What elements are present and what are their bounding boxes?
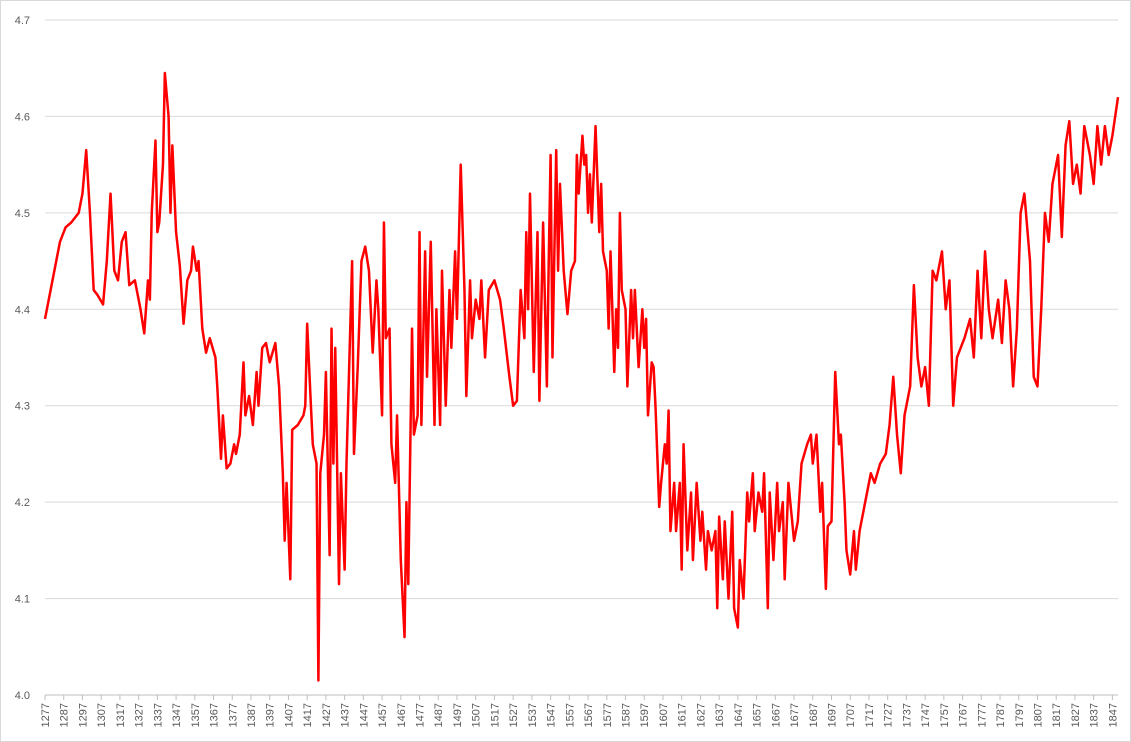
x-tick-label: 1407	[283, 703, 295, 727]
x-tick-label: 1727	[883, 703, 895, 727]
x-tick-label: 1557	[564, 703, 576, 727]
x-tick-label: 1457	[377, 703, 389, 727]
x-tick-label: 1527	[508, 703, 520, 727]
x-tick-label: 1797	[1014, 703, 1026, 727]
x-tick-label: 1777	[976, 703, 988, 727]
y-tick-label: 4.6	[15, 111, 30, 123]
x-tick-label: 1677	[789, 703, 801, 727]
x-tick-label: 1607	[658, 703, 670, 727]
x-tick-label: 1757	[939, 703, 951, 727]
x-tick-label: 1697	[826, 703, 838, 727]
x-tick-label: 1517	[489, 703, 501, 727]
x-tick-label: 1567	[583, 703, 595, 727]
x-tick-label: 1667	[770, 703, 782, 727]
x-tick-label: 1787	[995, 703, 1007, 727]
plot-area	[43, 71, 1120, 682]
x-tick-label: 1447	[358, 703, 370, 727]
y-tick-label: 4.4	[15, 304, 30, 316]
x-tick-label: 1337	[152, 703, 164, 727]
grid	[44, 19, 1118, 700]
x-tick-label: 1827	[1070, 703, 1082, 727]
x-tick-label: 1737	[901, 703, 913, 727]
axis-labels: 4.0 4.1 4.2 4.3 4.4 4.5 4.6 4.7 1277 1287 1297 1307…	[15, 15, 1120, 727]
x-tick-label: 1487	[433, 703, 445, 727]
x-tick-label: 1417	[302, 703, 314, 727]
x-tick-label: 1767	[958, 703, 970, 727]
x-tick-label: 1307	[96, 703, 108, 727]
x-tick-label: 1327	[134, 703, 146, 727]
x-tick-label: 1377	[227, 703, 239, 727]
x-tick-label: 1647	[733, 703, 745, 727]
x-tick-label: 1617	[677, 703, 689, 727]
x-tick-label: 1277	[40, 703, 52, 727]
x-tick-label: 1847	[1107, 703, 1119, 727]
x-tick-label: 1837	[1089, 703, 1101, 727]
x-tick-label: 1467	[396, 703, 408, 727]
x-tick-label: 1817	[1051, 703, 1063, 727]
x-tick-label: 1507	[471, 703, 483, 727]
x-tick-label: 1357	[190, 703, 202, 727]
x-tick-label: 1537	[527, 703, 539, 727]
y-tick-label: 4.5	[15, 208, 30, 220]
x-tick-label: 1437	[340, 703, 352, 727]
x-tick-label: 1707	[845, 703, 857, 727]
x-tick-label: 1807	[1032, 703, 1044, 727]
y-tick-label: 4.1	[15, 594, 30, 606]
y-tick-label: 4.2	[15, 497, 30, 509]
x-tick-label: 1397	[265, 703, 277, 727]
x-tick-label: 1577	[602, 703, 614, 727]
x-tick-label: 1687	[808, 703, 820, 727]
y-tick-label: 4.0	[15, 690, 30, 702]
x-tick-label: 1547	[546, 703, 558, 727]
x-tick-label: 1427	[321, 703, 333, 727]
x-tick-label: 1627	[695, 703, 707, 727]
x-tick-label: 1497	[452, 703, 464, 727]
x-tick-label: 1347	[171, 703, 183, 727]
x-tick-label: 1297	[77, 703, 89, 727]
data-line	[43, 71, 1120, 682]
x-tick-label: 1717	[864, 703, 876, 727]
x-tick-label: 1477	[415, 703, 427, 727]
x-tick-label: 1597	[639, 703, 651, 727]
x-tick-label: 1637	[714, 703, 726, 727]
x-tick-label: 1367	[209, 703, 221, 727]
x-tick-label: 1317	[115, 703, 127, 727]
x-tick-label: 1387	[246, 703, 258, 727]
x-tick-label: 1657	[752, 703, 764, 727]
x-tick-label: 1287	[59, 703, 71, 727]
y-tick-label: 4.7	[15, 15, 30, 27]
x-tick-label: 1747	[920, 703, 932, 727]
x-tick-label: 1587	[621, 703, 633, 727]
y-tick-label: 4.3	[15, 401, 30, 413]
